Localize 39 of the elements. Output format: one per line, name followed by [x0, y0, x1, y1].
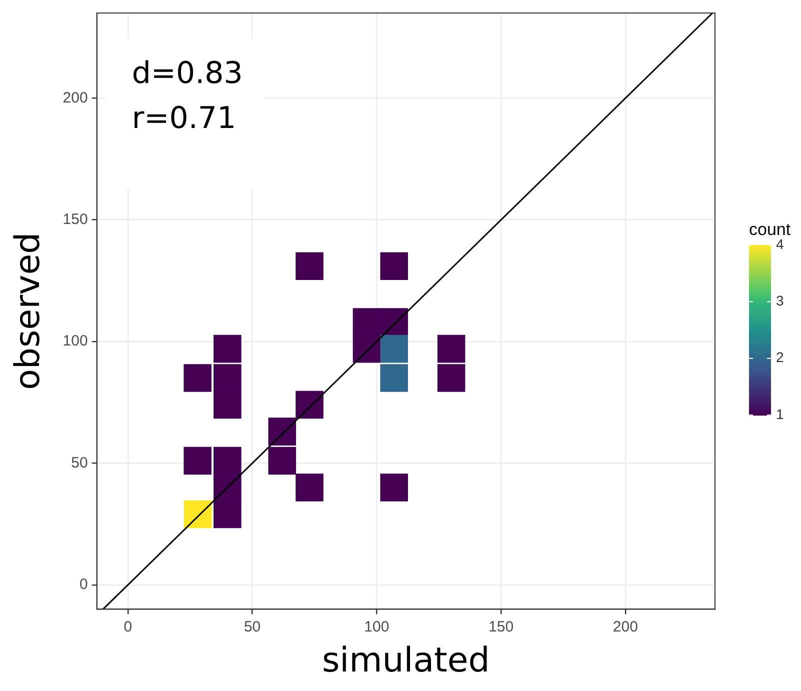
point: [296, 390, 324, 419]
point: [380, 308, 408, 336]
point: [268, 446, 296, 475]
point: [268, 418, 296, 446]
x-tick-label: 200: [612, 618, 638, 636]
y-tick-label: 150: [62, 210, 88, 228]
point: [380, 334, 408, 363]
x-tick-label: 50: [244, 618, 261, 636]
point: [437, 334, 466, 363]
point: [214, 390, 242, 419]
point: [296, 252, 324, 280]
point: [214, 364, 242, 392]
point: [214, 474, 242, 502]
point: [380, 474, 408, 502]
x-tick-label: 100: [364, 618, 390, 636]
point: [296, 474, 324, 502]
color-bar-label: 2: [776, 349, 784, 366]
color-bar-label: 1: [776, 406, 784, 422]
annotation: d=0.83: [132, 56, 243, 91]
y-tick-label: 0: [79, 576, 88, 594]
y-tick-label: 100: [62, 332, 88, 350]
x-axis-title: simulated: [322, 640, 490, 680]
x-tick-label: 150: [488, 618, 514, 636]
point: [437, 364, 466, 392]
color-bar-label: 3: [776, 292, 784, 309]
point: [184, 500, 212, 528]
point: [214, 446, 242, 475]
x-tick-label: 0: [124, 618, 132, 636]
y-tick-label: 200: [62, 89, 88, 106]
point: [184, 364, 212, 392]
point: [380, 364, 408, 392]
point: [352, 308, 381, 336]
y-axis-title: observed: [8, 232, 48, 390]
point: [214, 334, 242, 363]
point: [214, 500, 242, 528]
y-tick-label: 50: [71, 454, 88, 472]
annotation: r=0.71: [132, 100, 236, 136]
point: [380, 252, 408, 280]
point: [184, 446, 212, 475]
